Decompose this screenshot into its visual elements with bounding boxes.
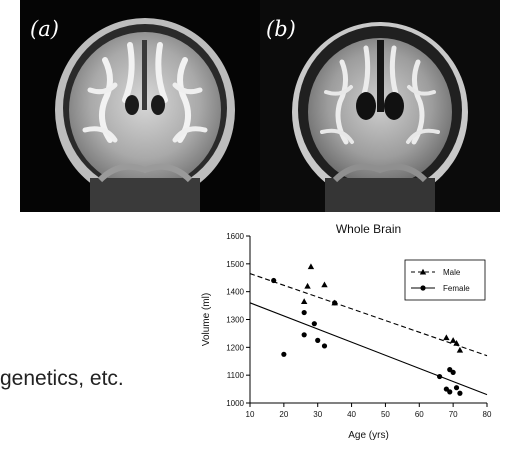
female-point	[311, 321, 317, 327]
y-tick-label: 1400	[226, 288, 244, 297]
x-tick-label: 20	[279, 410, 288, 419]
whole-brain-chart: Whole Brain 10 20 30 40 50 60 70 80 1000 1100 1200 1…	[201, 222, 492, 441]
male-point	[321, 281, 328, 288]
female-point	[332, 300, 338, 306]
male-point	[300, 298, 308, 304]
y-tick-label: 1500	[226, 260, 244, 269]
male-point	[443, 334, 450, 341]
female-fit-line	[249, 302, 488, 396]
female-point	[281, 351, 287, 357]
x-tick-label: 30	[313, 410, 322, 419]
male-point	[456, 346, 464, 353]
female-point	[457, 390, 463, 396]
male-point	[304, 282, 311, 289]
x-tick-label: 50	[381, 410, 390, 419]
panel-label-b: (b)	[266, 17, 296, 41]
female-point	[301, 332, 307, 338]
male-point	[449, 337, 457, 343]
mri-image-panel: (a) (b)	[20, 0, 500, 212]
x-tick-label: 40	[347, 410, 356, 419]
x-axis-label: Age (yrs)	[348, 430, 389, 441]
side-text: genetics, etc.	[0, 367, 124, 390]
female-point	[301, 309, 307, 316]
female-point	[321, 343, 328, 349]
legend-female-marker	[420, 285, 426, 291]
legend-female-label: Female	[443, 284, 470, 293]
y-tick-label: 1000	[226, 399, 244, 408]
mri-a-image: (a)	[20, 0, 260, 212]
female-point	[450, 369, 456, 375]
male-point	[453, 339, 460, 346]
y-tick-label: 1200	[226, 343, 244, 352]
male-point	[307, 263, 315, 270]
legend-box	[404, 259, 486, 301]
legend-male-label: Male	[443, 268, 461, 277]
female-point	[453, 385, 460, 391]
female-point	[271, 277, 277, 284]
mri-b-image: (b)	[260, 0, 500, 212]
legend-male-marker	[419, 268, 427, 275]
y-tick-label: 1100	[227, 371, 245, 380]
x-tick-label: 70	[449, 410, 458, 419]
female-point	[315, 337, 321, 343]
female-point	[437, 373, 443, 380]
panel-label-a: (a)	[30, 17, 59, 41]
y-axis-label: Volume (ml)	[201, 293, 212, 346]
x-tick-label: 60	[415, 410, 424, 419]
x-tick-label: 10	[246, 410, 255, 419]
female-point	[447, 389, 453, 395]
y-tick-label: 1600	[226, 232, 244, 241]
male-fit-line	[249, 273, 488, 357]
y-tick-label: 1300	[226, 316, 244, 325]
chart-title: Whole Brain	[336, 222, 401, 236]
x-tick-label: 80	[483, 410, 492, 419]
